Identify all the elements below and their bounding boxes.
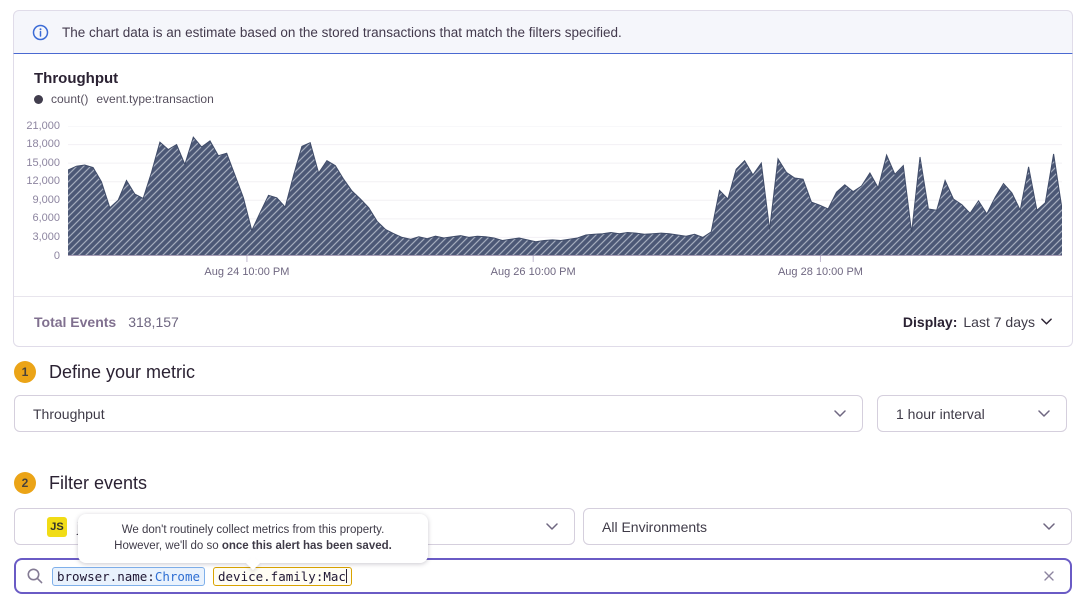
- chart-footer: Total Events 318,157 Display: Last 7 days: [14, 296, 1072, 346]
- info-circle-icon: [32, 24, 49, 41]
- token-value: Chrome: [154, 568, 200, 584]
- environment-select[interactable]: All Environments: [583, 508, 1072, 545]
- chevron-down-icon: [834, 410, 846, 417]
- javascript-platform-icon: JS: [47, 516, 67, 537]
- chart-title: Throughput: [34, 70, 119, 87]
- tooltip-line1: We don't routinely collect metrics from …: [121, 524, 385, 536]
- token-value: Mac: [323, 568, 346, 584]
- filter-search-input[interactable]: browser.name:Chrome device.family:Mac: [14, 558, 1072, 594]
- tooltip-line2: However, we'll do so: [114, 540, 222, 553]
- throughput-chart-panel: Throughput count() event.type:transactio…: [13, 54, 1073, 347]
- step-2-badge: 2: [14, 472, 36, 494]
- magnifier-icon: [26, 567, 44, 585]
- display-label: Display:: [902, 313, 958, 330]
- y-axis-tick-label: 6,000: [32, 212, 60, 225]
- token-key: browser.name:: [57, 568, 155, 584]
- define-metric-title: Define your metric: [49, 361, 196, 382]
- text-cursor: [345, 568, 347, 583]
- filter-events-title: Filter events: [49, 472, 148, 493]
- chevron-down-icon: [1043, 523, 1055, 530]
- chevron-down-icon: [1041, 318, 1052, 325]
- chevron-down-icon: [546, 523, 558, 530]
- metric-select-value: Throughput: [33, 405, 105, 422]
- interval-select-value: 1 hour interval: [896, 405, 985, 422]
- display-range-dropdown[interactable]: Display: Last 7 days: [903, 314, 1052, 330]
- banner-text: The chart data is an estimate based on t…: [62, 24, 622, 40]
- throughput-area-chart: [68, 126, 1062, 262]
- total-events-value: 318,157: [128, 313, 179, 330]
- estimate-info-banner: The chart data is an estimate based on t…: [13, 10, 1073, 54]
- legend-dot-icon: [34, 94, 43, 104]
- metric-select[interactable]: Throughput: [14, 395, 863, 432]
- x-axis-tick-label: Aug 24 10:00 PM: [204, 266, 290, 278]
- y-axis-tick-label: 15,000: [26, 156, 60, 169]
- y-axis-tick-label: 21,000: [26, 119, 60, 132]
- x-axis-tick-label: Aug 28 10:00 PM: [777, 266, 863, 278]
- environment-select-value: All Environments: [602, 518, 708, 535]
- close-x-icon[interactable]: [1042, 569, 1056, 583]
- chart-plot-area: 21,000 18,000 15,000 12,000 9,000 6,000 3,000 0…: [14, 118, 1072, 278]
- token-key: device.family:: [218, 568, 324, 584]
- search-token-browser-name[interactable]: browser.name:Chrome: [52, 566, 205, 586]
- legend-query-label: event.type:transaction: [96, 92, 214, 106]
- tooltip-line2-bold: once this alert has been saved.: [221, 540, 392, 553]
- section-define-metric: 1 Define your metric: [14, 361, 195, 383]
- step-1-badge: 1: [14, 361, 36, 383]
- search-token-device-family[interactable]: device.family:Mac: [213, 566, 352, 586]
- display-value: Last 7 days: [963, 313, 1035, 330]
- x-axis-tick-label: Aug 26 10:00 PM: [490, 266, 576, 278]
- y-axis-tick-label: 9,000: [32, 193, 60, 206]
- metrics-collection-tooltip: We don't routinely collect metrics from …: [78, 514, 428, 564]
- total-events: Total Events 318,157: [34, 314, 179, 330]
- y-axis-tick-label: 3,000: [32, 230, 60, 243]
- chart-legend: count() event.type:transaction: [34, 92, 214, 106]
- chevron-down-icon: [1038, 410, 1050, 417]
- interval-select[interactable]: 1 hour interval: [877, 395, 1067, 432]
- y-axis-tick-label: 18,000: [26, 138, 60, 151]
- y-axis-tick-label: 0: [53, 249, 60, 262]
- legend-series-label: count(): [51, 92, 89, 106]
- y-axis-tick-label: 12,000: [26, 175, 60, 188]
- section-filter-events: 2 Filter events: [14, 472, 147, 494]
- total-events-label: Total Events: [34, 313, 117, 330]
